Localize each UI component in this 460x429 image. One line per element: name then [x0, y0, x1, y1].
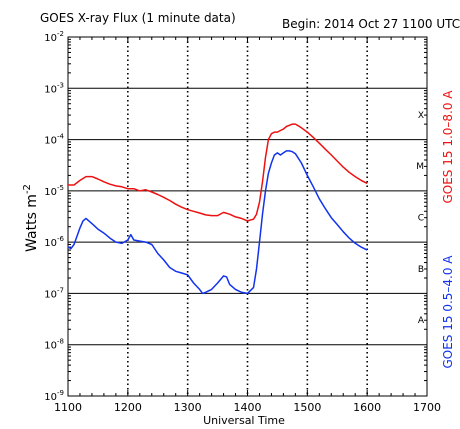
y-axis-label: Watts m-2: [22, 184, 40, 252]
series-short-wavelength-line: [67, 150, 368, 295]
flare-class-label: M: [416, 162, 424, 172]
y-tick-label: 10-5: [44, 184, 64, 198]
y-tick-base: 10: [44, 289, 57, 300]
x-tick-label: 1600: [353, 401, 381, 414]
y-tick-exponent: -8: [57, 338, 64, 346]
x-tick-label: 1400: [234, 401, 262, 414]
flare-class-label: A: [418, 316, 425, 326]
y-tick-exponent: -7: [57, 286, 64, 294]
series-long-wavelength-line: [68, 123, 368, 222]
x-tick-label: 1500: [293, 401, 321, 414]
y-tick-exponent: -9: [57, 389, 64, 397]
flare-class-label: B: [418, 265, 424, 275]
y-tick-base: 10: [44, 392, 57, 403]
y-tick-exponent: -5: [57, 184, 64, 192]
y-tick-label: 10-6: [44, 235, 64, 249]
y-axis-label-text: Watts m: [24, 194, 40, 252]
y-tick-exponent: -4: [57, 133, 65, 141]
y-tick-label: 10-8: [44, 338, 64, 352]
y-tick-label: 10-9: [44, 389, 64, 403]
y-tick-exponent: -6: [57, 235, 65, 243]
y-tick-base: 10: [44, 187, 57, 198]
flare-class-label: C: [418, 214, 424, 224]
y-tick-label: 10-3: [44, 81, 64, 95]
x-axis-label: Universal Time: [203, 414, 285, 427]
x-tick-label: 1200: [114, 401, 142, 414]
y-tick-label: 10-7: [44, 286, 64, 300]
y-axis-label-exponent: -2: [22, 184, 33, 194]
y-tick-base: 10: [44, 341, 57, 352]
y-tick-base: 10: [44, 136, 57, 147]
chart-title: GOES X-ray Flux (1 minute data): [40, 11, 236, 25]
y-tick-base: 10: [44, 84, 57, 95]
y-tick-base: 10: [44, 238, 57, 249]
x-tick-label: 1300: [174, 401, 202, 414]
flare-class-label: X: [418, 111, 424, 121]
series-label: GOES 15 1.0–8.0 A: [441, 90, 455, 204]
y-tick-label: 10-4: [44, 133, 64, 147]
y-tick-exponent: -3: [57, 81, 64, 89]
y-tick-base: 10: [44, 33, 57, 44]
x-tick-label: 1700: [413, 401, 441, 414]
chart-subtitle: Begin: 2014 Oct 27 1100 UTC: [282, 17, 460, 31]
y-tick-exponent: -2: [57, 30, 64, 38]
plot-frame: [67, 36, 428, 397]
x-tick-label: 1100: [54, 401, 82, 414]
series-label: GOES 15 0.5–4.0 A: [441, 255, 455, 369]
y-tick-label: 10-2: [44, 30, 64, 44]
